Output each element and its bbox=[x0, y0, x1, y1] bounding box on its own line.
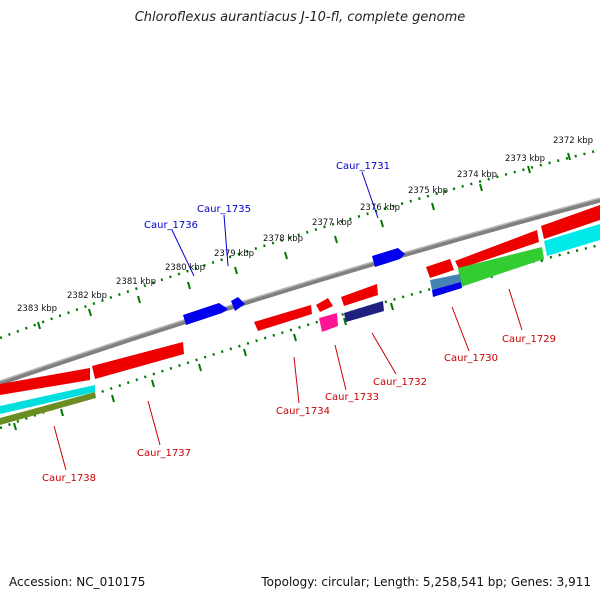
tick-label: 2376 kbp bbox=[360, 203, 400, 213]
tick-mark bbox=[380, 219, 384, 228]
navy-track-1732 bbox=[344, 301, 384, 322]
tick-mark bbox=[293, 333, 297, 342]
leader-line bbox=[147, 400, 161, 446]
gene-label[interactable]: Caur_1735 bbox=[197, 204, 251, 215]
gene-label[interactable]: Caur_1731 bbox=[336, 161, 390, 172]
tick-mark bbox=[527, 165, 531, 174]
tick-mark bbox=[431, 202, 435, 211]
tick-mark bbox=[151, 379, 155, 388]
tick-label: 2372 kbp bbox=[553, 136, 593, 146]
gene-caur-1736[interactable] bbox=[183, 303, 228, 325]
leader-line bbox=[334, 344, 347, 391]
tick-label: 2382 kbp bbox=[67, 291, 107, 301]
tick-label: 2380 kbp bbox=[165, 263, 205, 273]
tick-mark bbox=[111, 394, 115, 403]
gene-caur-1729 bbox=[455, 230, 539, 269]
tick-label: 2375 kbp bbox=[408, 186, 448, 196]
gene-label[interactable]: Caur_1729 bbox=[502, 334, 556, 345]
leader-line bbox=[223, 214, 229, 267]
blue-track-1730 bbox=[432, 282, 462, 297]
gene-red-edge bbox=[541, 205, 600, 239]
rna-feature-1733 bbox=[319, 313, 338, 332]
leader-line bbox=[371, 332, 397, 375]
gene-caur-1738 bbox=[0, 368, 90, 395]
tick-mark bbox=[284, 251, 288, 260]
tick-mark bbox=[198, 363, 202, 372]
cyan-track-left bbox=[0, 385, 95, 414]
steel-track-1730 bbox=[430, 274, 461, 290]
gene-label[interactable]: Caur_1730 bbox=[444, 353, 498, 364]
leader-line bbox=[451, 306, 470, 352]
tick-mark bbox=[60, 408, 64, 417]
gene-caur-1735[interactable] bbox=[231, 297, 245, 311]
genome-backbone bbox=[0, 197, 600, 386]
tick-mark bbox=[343, 317, 347, 326]
gene-caur-1732 bbox=[341, 284, 378, 306]
tick-label: 2381 kbp bbox=[116, 277, 156, 287]
tick-mark bbox=[479, 183, 483, 192]
upper-major-ticks bbox=[37, 152, 571, 330]
accession-text: Accession: NC_010175 bbox=[9, 575, 146, 589]
tick-label: 2373 kbp bbox=[505, 154, 545, 164]
tick-label: 2379 kbp bbox=[214, 249, 254, 259]
gene-caur-1730 bbox=[426, 259, 454, 278]
tick-mark bbox=[334, 235, 338, 244]
gene-label[interactable]: Caur_1736 bbox=[144, 220, 198, 231]
tick-label: 2377 kbp bbox=[312, 218, 352, 228]
gene-label[interactable]: Caur_1733 bbox=[325, 392, 379, 403]
green-track-right bbox=[458, 247, 544, 287]
gene-label[interactable]: Caur_1734 bbox=[276, 406, 330, 417]
tick-mark bbox=[37, 321, 41, 330]
gene-label[interactable]: Caur_1732 bbox=[373, 377, 427, 388]
tick-mark bbox=[234, 266, 238, 275]
tick-label: 2378 kbp bbox=[263, 234, 303, 244]
tick-label: 2383 kbp bbox=[17, 304, 57, 314]
leader-line bbox=[508, 288, 523, 331]
upper-ruler bbox=[0, 148, 600, 340]
leader-line bbox=[293, 356, 300, 404]
tick-label: 2374 kbp bbox=[457, 170, 497, 180]
tick-mark bbox=[243, 348, 247, 357]
map-title: Chloroflexus aurantiacus J-10-fl, comple… bbox=[134, 10, 466, 25]
gene-caur-1734 bbox=[254, 305, 312, 331]
gene-caur-1731[interactable] bbox=[372, 248, 405, 267]
gene-caur-1733-cds bbox=[316, 298, 333, 312]
cyan-track-right bbox=[544, 224, 600, 256]
genome-summary-text: Topology: circular; Length: 5,258,541 bp… bbox=[261, 575, 591, 589]
leader-line bbox=[361, 171, 379, 219]
tick-mark bbox=[13, 422, 17, 431]
reverse-cds-track bbox=[0, 205, 600, 395]
gene-label[interactable]: Caur_1738 bbox=[42, 473, 96, 484]
tick-mark bbox=[567, 152, 571, 161]
tick-mark bbox=[390, 302, 394, 311]
leader-line bbox=[53, 425, 67, 471]
tick-mark bbox=[187, 281, 191, 290]
olive-track-left bbox=[0, 392, 96, 425]
tick-mark bbox=[137, 295, 141, 304]
gene-label[interactable]: Caur_1737 bbox=[137, 448, 191, 459]
gene-caur-1737 bbox=[92, 342, 184, 379]
leader-line bbox=[171, 229, 195, 277]
tick-mark bbox=[88, 308, 92, 317]
